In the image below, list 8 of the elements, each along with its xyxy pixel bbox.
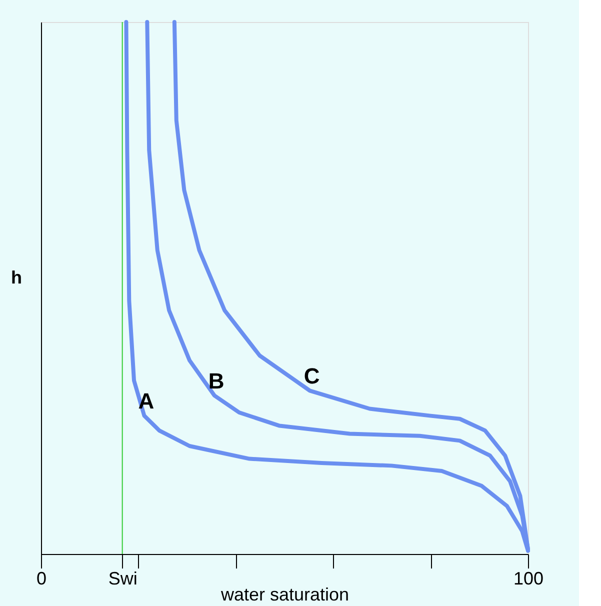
series-label: C xyxy=(304,364,320,389)
x-tick-label: 0 xyxy=(36,568,47,588)
x-axis-title: water saturation xyxy=(220,584,350,604)
series-label: B xyxy=(208,368,224,394)
x-tick-label: Swi xyxy=(108,568,138,588)
x-tick-label: 100 xyxy=(513,568,544,588)
series-label: A xyxy=(138,388,154,414)
y-axis-title: h xyxy=(11,268,22,288)
